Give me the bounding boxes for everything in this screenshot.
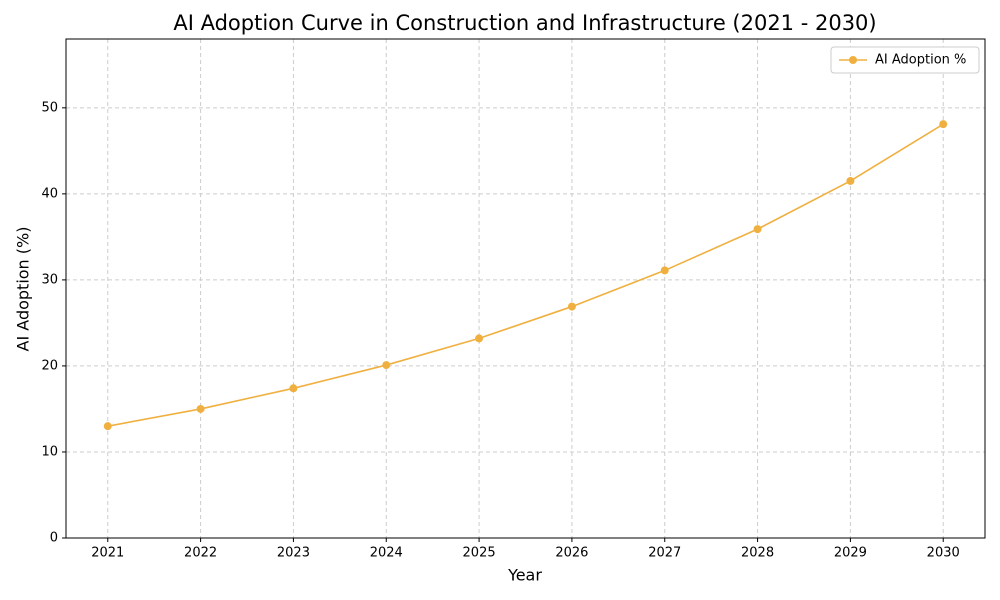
data-point bbox=[196, 404, 205, 413]
legend: AI Adoption % bbox=[830, 46, 980, 74]
y-tick-label: 0 bbox=[50, 531, 58, 546]
data-point bbox=[939, 120, 948, 129]
legend-box bbox=[830, 46, 980, 74]
data-point bbox=[475, 334, 484, 343]
plot-frame bbox=[65, 38, 986, 539]
data-point bbox=[753, 225, 762, 234]
data-point bbox=[382, 361, 391, 370]
y-tick-label: 10 bbox=[41, 444, 58, 459]
data-line bbox=[107, 123, 944, 427]
y-tick-label: 50 bbox=[41, 100, 58, 115]
x-tick-label: 2022 bbox=[184, 546, 217, 561]
x-tick-label: 2028 bbox=[741, 546, 774, 561]
x-tick-label: 2025 bbox=[463, 546, 496, 561]
y-axis-label: AI Adoption (%) bbox=[14, 227, 33, 352]
x-tick-label: 2024 bbox=[370, 546, 403, 561]
data-point bbox=[846, 176, 855, 185]
data-point bbox=[660, 266, 669, 275]
data-point bbox=[289, 384, 298, 393]
y-tick-label: 40 bbox=[41, 186, 58, 201]
x-tick-label: 2027 bbox=[648, 546, 681, 561]
legend-marker bbox=[849, 56, 857, 64]
data-point bbox=[103, 422, 112, 431]
x-tick-label: 2029 bbox=[834, 546, 867, 561]
x-axis-label: Year bbox=[507, 566, 542, 585]
y-tick-label: 30 bbox=[41, 272, 58, 287]
x-tick-label: 2023 bbox=[277, 546, 310, 561]
x-tick-label: 2026 bbox=[555, 546, 588, 561]
chart-title: AI Adoption Curve in Construction and In… bbox=[173, 11, 876, 35]
x-tick-label: 2021 bbox=[91, 546, 124, 561]
data-point bbox=[567, 302, 576, 311]
x-tick-label: 2030 bbox=[927, 546, 960, 561]
y-tick-label: 20 bbox=[41, 358, 58, 373]
legend-label: AI Adoption % bbox=[875, 53, 966, 68]
